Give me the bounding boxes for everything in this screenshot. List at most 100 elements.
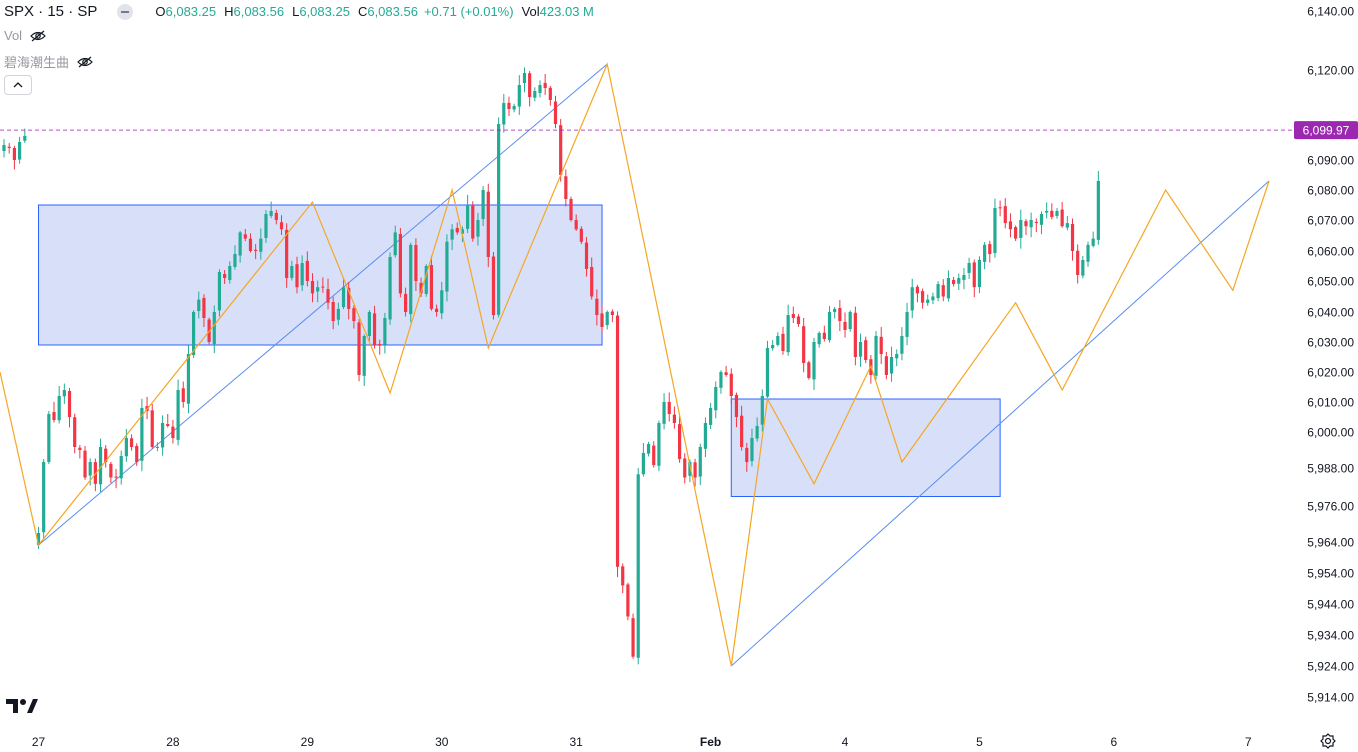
indicator-custom[interactable]: 碧海潮生曲 xyxy=(4,52,93,71)
candle xyxy=(367,310,371,341)
low-label: L xyxy=(292,4,300,19)
y-tick-label: 6,060.00 xyxy=(1307,245,1354,259)
candle xyxy=(466,194,470,234)
candle xyxy=(403,287,408,317)
candle xyxy=(584,237,589,277)
collapse-legend-button[interactable] xyxy=(4,75,32,95)
candle xyxy=(352,305,356,329)
symbol-label[interactable]: SPX · 15 · SP xyxy=(4,3,98,20)
y-tick-label: 5,964.00 xyxy=(1307,536,1354,550)
candle xyxy=(254,244,258,260)
candle xyxy=(760,389,764,432)
candle xyxy=(455,222,459,235)
y-tick-label: 5,924.00 xyxy=(1307,660,1354,674)
y-tick-label: 6,000.00 xyxy=(1307,426,1354,440)
y-tick-label: 5,976.00 xyxy=(1307,500,1354,514)
candle xyxy=(533,87,537,102)
candle xyxy=(817,331,821,348)
candle xyxy=(957,273,961,290)
candle xyxy=(879,327,883,365)
open-label: O xyxy=(155,4,166,19)
high-value: 6,083.56 xyxy=(233,4,285,19)
candle xyxy=(98,438,103,493)
candle xyxy=(331,296,335,330)
candle xyxy=(104,445,108,468)
candle xyxy=(983,242,987,270)
candle xyxy=(326,278,330,310)
candle xyxy=(517,75,521,115)
zigzag-path xyxy=(0,62,1270,667)
candle xyxy=(507,96,511,116)
candle xyxy=(481,186,485,227)
candle xyxy=(140,398,144,472)
trendlines xyxy=(38,63,1270,667)
y-tick-label: 6,020.00 xyxy=(1307,366,1354,380)
candle xyxy=(895,349,899,367)
candle xyxy=(1039,211,1044,235)
candle xyxy=(683,453,687,484)
y-tick-label: 6,070.00 xyxy=(1307,214,1354,228)
eye-off-icon[interactable] xyxy=(30,30,46,42)
candle xyxy=(755,417,759,442)
candle xyxy=(414,238,418,291)
candle xyxy=(181,381,185,408)
ohlc-legend: SPX · 15 · SP O 6,083.25 H 6,083.56 L 6,083… xyxy=(4,3,594,20)
candle xyxy=(150,403,154,449)
candle xyxy=(564,169,568,207)
candle xyxy=(1045,202,1049,219)
candle xyxy=(941,279,945,302)
candle xyxy=(197,291,201,319)
candle xyxy=(347,281,351,320)
candle xyxy=(858,333,863,367)
candle xyxy=(18,136,22,164)
y-tick-label: 5,988.00 xyxy=(1307,462,1354,476)
candle xyxy=(357,319,361,382)
candle xyxy=(2,139,6,158)
candle xyxy=(998,200,1002,217)
x-tick-label: 4 xyxy=(842,735,849,749)
x-tick-label: 5 xyxy=(976,735,983,749)
candle xyxy=(62,383,66,404)
candle xyxy=(993,198,997,258)
eye-off-icon[interactable] xyxy=(77,56,93,68)
candle xyxy=(476,212,480,246)
candle xyxy=(393,225,397,258)
candle xyxy=(605,310,609,330)
candle xyxy=(512,103,516,113)
tradingview-logo-icon[interactable] xyxy=(6,697,38,715)
candlestick-series xyxy=(2,67,1100,665)
market-status-icon[interactable] xyxy=(117,3,134,20)
candle xyxy=(874,331,878,380)
candle xyxy=(972,259,976,298)
trendline xyxy=(730,180,1270,667)
candle xyxy=(920,288,925,309)
candle xyxy=(419,277,423,298)
candle xyxy=(83,446,87,480)
indicator-custom-label: 碧海潮生曲 xyxy=(4,55,70,70)
candle xyxy=(160,415,165,456)
candle xyxy=(781,326,785,355)
candle xyxy=(977,256,982,294)
candle xyxy=(1008,213,1013,238)
open-value: 6,083.25 xyxy=(165,4,217,19)
candle xyxy=(1091,231,1095,248)
y-tick-label: 5,914.00 xyxy=(1307,691,1354,705)
x-tick-label: 30 xyxy=(435,735,449,749)
candle xyxy=(693,458,697,487)
settings-icon[interactable] xyxy=(1320,733,1336,749)
indicator-vol[interactable]: Vol xyxy=(4,28,46,43)
candle xyxy=(709,402,713,430)
candle xyxy=(429,255,434,311)
candle xyxy=(279,215,284,235)
candle xyxy=(243,229,247,242)
candle xyxy=(667,392,671,422)
candle xyxy=(1055,208,1059,219)
candle xyxy=(1060,202,1064,228)
candle xyxy=(1086,241,1090,267)
candle xyxy=(719,370,723,394)
candle xyxy=(626,582,630,621)
candle xyxy=(305,251,309,287)
x-tick-label: 27 xyxy=(32,735,46,749)
candle xyxy=(569,196,573,222)
